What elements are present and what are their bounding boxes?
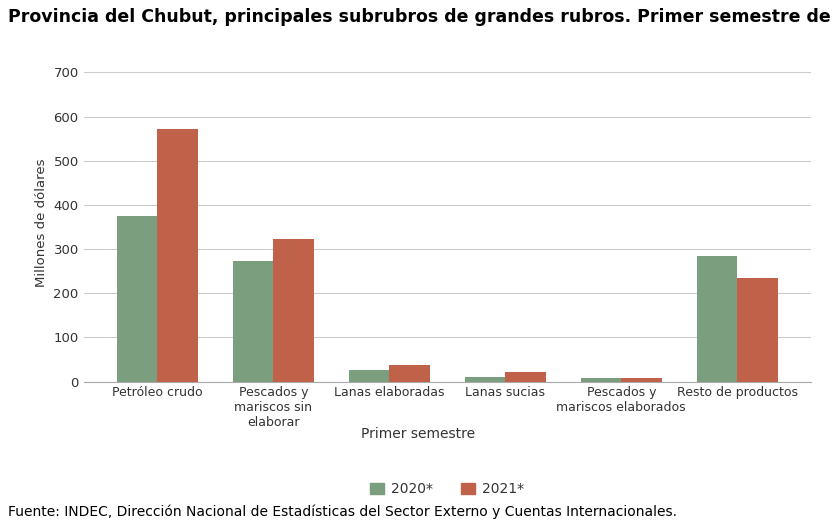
Bar xyxy=(117,216,157,382)
Bar xyxy=(581,378,621,382)
Bar xyxy=(505,372,546,382)
Bar xyxy=(232,261,273,382)
Legend: 2020*, 2021*: 2020*, 2021* xyxy=(365,477,529,502)
Y-axis label: Millones de dólares: Millones de dólares xyxy=(35,158,48,287)
Bar xyxy=(621,378,662,382)
Bar xyxy=(696,255,737,382)
Bar xyxy=(465,377,505,382)
Text: Fuente: INDEC, Dirección Nacional de Estadísticas del Sector Externo y Cuentas I: Fuente: INDEC, Dirección Nacional de Est… xyxy=(8,505,677,519)
Bar xyxy=(273,240,314,382)
Bar xyxy=(737,278,777,382)
Bar xyxy=(390,365,430,382)
Bar xyxy=(157,129,198,382)
Text: Primer semestre: Primer semestre xyxy=(361,427,475,440)
Bar xyxy=(349,370,390,382)
Text: Provincia del Chubut, principales subrubros de grandes rubros. Primer semestre d: Provincia del Chubut, principales subrub… xyxy=(8,8,836,26)
